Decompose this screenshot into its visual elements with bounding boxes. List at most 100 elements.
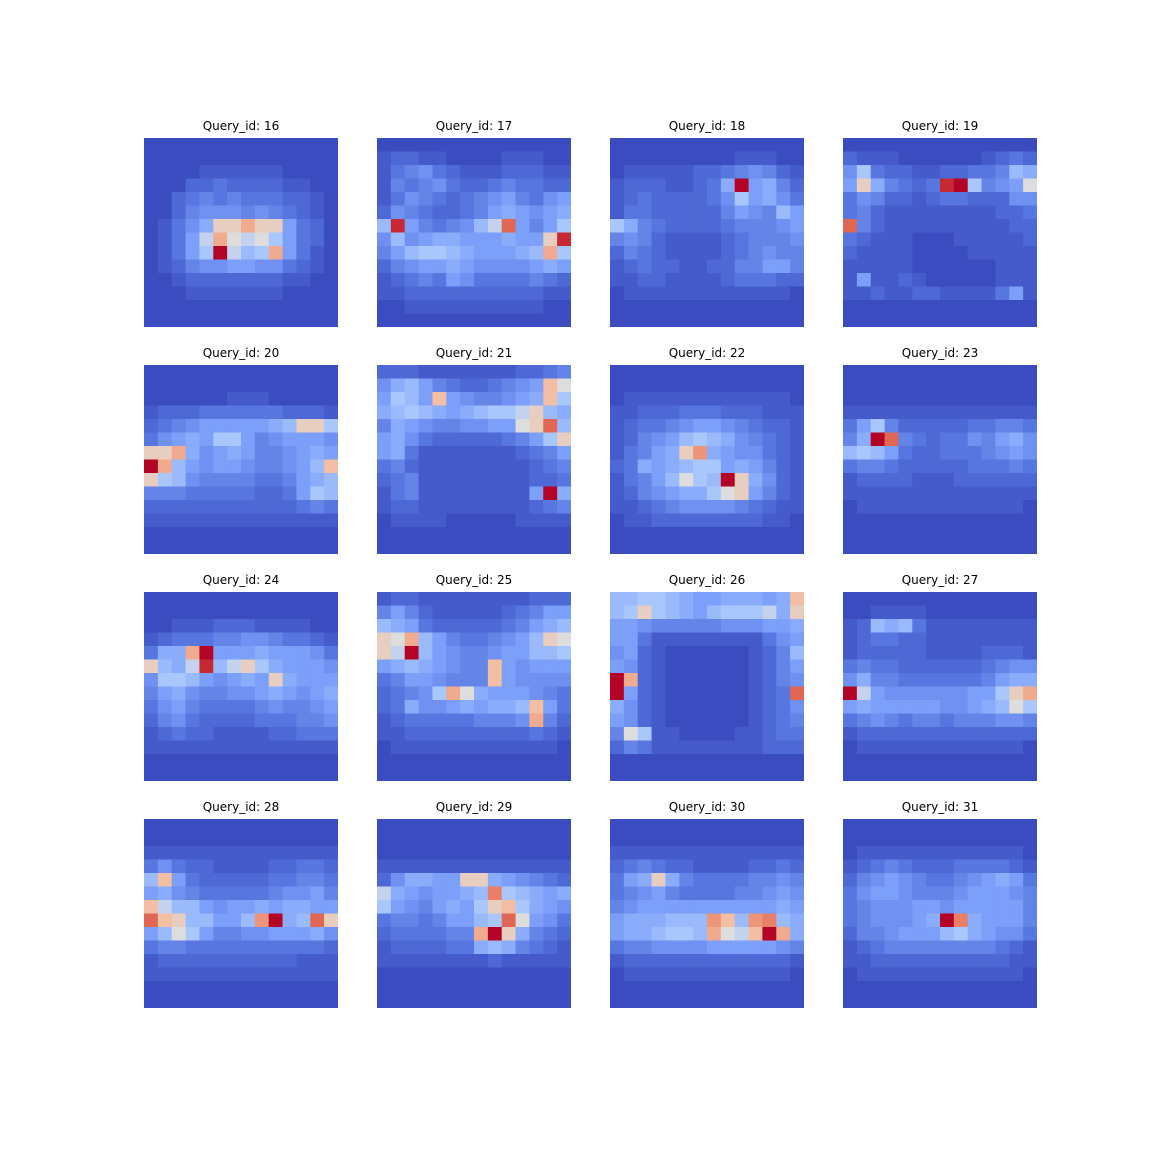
heatmap-cell (254, 873, 270, 888)
heatmap-cell (884, 646, 900, 661)
heatmap-cell (515, 940, 531, 955)
heatmap-cell (693, 673, 708, 688)
heatmap-cell (870, 940, 886, 955)
heatmap-cell (324, 246, 338, 261)
heatmap-cell (637, 286, 653, 301)
heatmap-cell (748, 686, 764, 701)
heatmap-cell (144, 151, 159, 166)
heatmap-cell (734, 527, 750, 542)
heatmap-cell (953, 927, 969, 942)
heatmap-cell (734, 900, 750, 915)
heatmap-cell (282, 967, 298, 982)
heatmap (843, 819, 1037, 1008)
heatmap-cell (748, 900, 764, 915)
heatmap-cell (515, 900, 531, 915)
heatmap-cell (157, 673, 173, 688)
heatmap-cell (884, 473, 900, 488)
heatmap-cell (213, 967, 228, 982)
heatmap-cell (926, 473, 941, 488)
heatmap-cell (679, 513, 694, 528)
heatmap-cell (432, 967, 447, 982)
heatmap-cell (199, 300, 214, 315)
heatmap-cell (241, 713, 256, 728)
heatmap-cell (390, 273, 406, 288)
heatmap-cell (940, 859, 955, 874)
heatmap-cell (241, 392, 256, 407)
heatmap-cell (390, 405, 406, 420)
heatmap-cell (981, 178, 997, 193)
heatmap-cell (790, 432, 804, 447)
heatmap-cell (884, 513, 900, 528)
heatmap-cell (199, 713, 214, 728)
heatmap-cell (940, 632, 955, 647)
heatmap-cell (213, 659, 228, 674)
heatmap-cell (501, 365, 517, 380)
heatmap-cell (501, 446, 517, 461)
heatmap-cell (404, 192, 420, 207)
heatmap-cell (623, 513, 639, 528)
heatmap-cell (241, 832, 256, 847)
heatmap-cell (967, 994, 983, 1008)
heatmap-cell (418, 459, 434, 474)
heatmap-cell (529, 365, 544, 380)
heatmap-cell (460, 954, 475, 969)
heatmap-cell (623, 713, 639, 728)
heatmap-cell (926, 659, 941, 674)
heatmap-cell (981, 378, 997, 393)
heatmap-cell (460, 138, 475, 153)
heatmap-cell (199, 819, 214, 834)
heatmap-cell (651, 846, 667, 861)
heatmap-cell (940, 994, 955, 1008)
heatmap-cell (1009, 486, 1024, 501)
heatmap-cell (213, 473, 228, 488)
heatmap-cell (693, 846, 708, 861)
heatmap-cell (748, 365, 764, 380)
heatmap-cell (268, 151, 284, 166)
heatmap-cell (487, 646, 503, 661)
heatmap-cell (884, 138, 900, 153)
heatmap-cell (610, 219, 625, 234)
heatmap-cell (610, 819, 625, 834)
heatmap-cell (651, 138, 667, 153)
heatmap-cell (967, 459, 983, 474)
heatmap-cell (748, 486, 764, 501)
heatmap-cell (501, 619, 517, 634)
heatmap-cell (543, 767, 558, 781)
heatmap-cell (776, 927, 791, 942)
heatmap-cell (762, 300, 777, 315)
heatmap-cell (884, 527, 900, 542)
heatmap-cell (967, 927, 983, 942)
heatmap-cell (790, 273, 804, 288)
heatmap-cell (296, 981, 311, 996)
heatmap-cell (157, 686, 173, 701)
heatmap-cell (748, 540, 764, 554)
heatmap-cell (296, 259, 311, 274)
heatmap-cell (693, 486, 708, 501)
heatmap-cell (432, 459, 447, 474)
heatmap-cell (856, 646, 872, 661)
heatmap-cell (981, 313, 997, 327)
heatmap-cell (171, 767, 187, 781)
heatmap-cell (912, 192, 927, 207)
heatmap-cell (529, 673, 544, 688)
heatmap-cell (981, 886, 997, 901)
heatmap-cell (734, 273, 750, 288)
heatmap-cell (981, 859, 997, 874)
heatmap-cell (377, 313, 392, 327)
heatmap-cell (651, 300, 667, 315)
heatmap-cell (324, 513, 338, 528)
heatmap-cell (432, 432, 447, 447)
heatmap-cell (870, 300, 886, 315)
heatmap-cell (227, 767, 242, 781)
heatmap-cell (953, 286, 969, 301)
heatmap-cell (693, 886, 708, 901)
heatmap-cell (310, 313, 325, 327)
heatmap-cell (446, 940, 461, 955)
heatmap-cell (748, 832, 764, 847)
heatmap-cell (515, 646, 531, 661)
heatmap-cell (651, 754, 667, 769)
heatmap-cell (679, 900, 694, 915)
heatmap-cell (515, 994, 531, 1008)
heatmap-cell (418, 286, 434, 301)
heatmap-cell (487, 500, 503, 515)
